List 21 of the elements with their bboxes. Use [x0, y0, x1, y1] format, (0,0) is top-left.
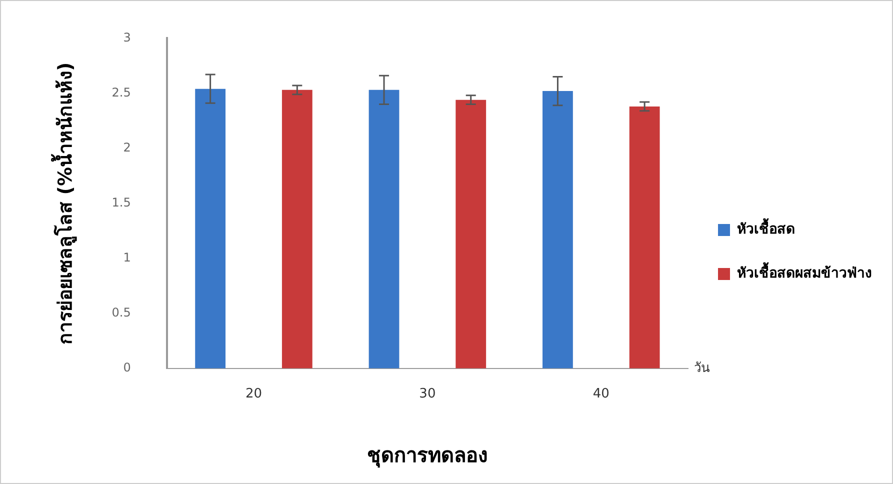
bar	[282, 90, 312, 368]
bar	[368, 90, 400, 368]
x-tick-label: 20	[245, 386, 262, 402]
x-tick-label: 30	[419, 386, 436, 402]
y-tick-label: 0.5	[112, 305, 131, 320]
bar	[629, 106, 660, 368]
bar	[542, 91, 573, 368]
y-tick-label: 2.5	[112, 85, 131, 100]
y-tick-label: 1.5	[112, 195, 131, 210]
y-tick-label: 0	[123, 360, 131, 375]
y-axis-title: การย่อยเซลลูโลส (%น้ำหนักแห้ง)	[50, 62, 78, 344]
y-tick-label: 2	[123, 140, 131, 154]
legend-label: หัวเชื้อสด	[737, 218, 795, 238]
x-axis-title: ชุดการทดลอง	[366, 443, 488, 468]
text: วัน	[694, 360, 710, 376]
x-tick-label: 40	[592, 386, 610, 402]
bar	[456, 100, 486, 368]
y-tick-label: 3	[123, 30, 131, 44]
bar	[195, 88, 226, 368]
y-tick-label: 1	[123, 250, 131, 264]
legend-label: หัวเชื้อสดผสมข้าวฟ่าง	[737, 262, 872, 282]
